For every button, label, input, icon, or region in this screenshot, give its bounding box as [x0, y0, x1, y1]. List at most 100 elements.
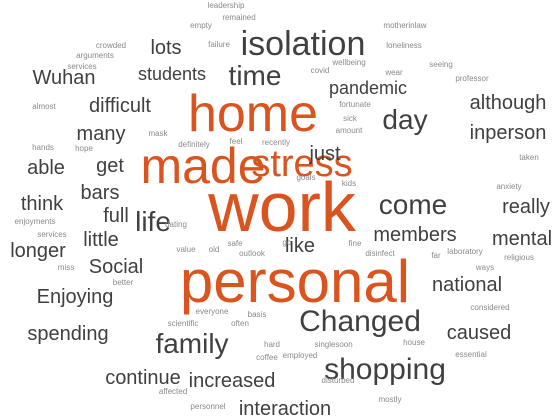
cloud-word-kids: kids: [341, 179, 357, 188]
cloud-word-mask: mask: [148, 129, 168, 138]
cloud-word-coffee: coffee: [256, 353, 278, 362]
cloud-word-considered: considered: [470, 303, 510, 312]
cloud-word-hands: hands: [32, 143, 54, 152]
cloud-word-often: often: [231, 319, 249, 328]
cloud-word-ways: ways: [475, 263, 495, 272]
cloud-word-essential: essential: [455, 350, 487, 359]
cloud-word-home: home: [187, 85, 319, 143]
cloud-word-isolation: isolation: [240, 25, 366, 63]
cloud-word-crowded: crowded: [95, 41, 127, 50]
cloud-word-failure: failure: [208, 40, 230, 49]
cloud-word-bars: bars: [80, 182, 120, 204]
cloud-word-religious: religious: [504, 253, 534, 262]
cloud-word-outlook: outlook: [239, 249, 265, 258]
cloud-word-loneliness: loneliness: [386, 41, 422, 50]
cloud-word-made: made: [140, 138, 266, 194]
cloud-word-scientific: scientific: [167, 319, 199, 328]
cloud-word-miss: miss: [57, 263, 75, 272]
cloud-word-day: day: [382, 104, 428, 135]
cloud-word-disinfect: disinfect: [365, 249, 395, 258]
cloud-word-national: national: [431, 274, 503, 296]
cloud-word-feel: feel: [229, 137, 243, 146]
cloud-word-although: although: [469, 92, 547, 114]
cloud-word-enjoyments: enjoyments: [14, 217, 56, 226]
cloud-word-seeing: seeing: [429, 60, 453, 69]
cloud-word-caused: caused: [446, 322, 512, 344]
cloud-word-soon: soon: [335, 340, 353, 349]
cloud-word-leadership: leadership: [207, 1, 245, 10]
cloud-word-anxiety: anxiety: [496, 182, 522, 191]
cloud-word-better: better: [112, 278, 134, 287]
cloud-word-hard: hard: [263, 340, 281, 349]
cloud-word-sick: sick: [343, 114, 357, 123]
cloud-word-far: far: [431, 251, 441, 260]
cloud-word-almost: almost: [32, 102, 56, 111]
cloud-word-family: family: [155, 328, 229, 359]
cloud-word-professor: professor: [455, 74, 489, 83]
cloud-word-definitely: definitely: [178, 140, 210, 149]
cloud-word-longer: longer: [10, 240, 66, 262]
cloud-word-dating: dating: [165, 220, 187, 229]
cloud-word-goals: goals: [296, 173, 316, 182]
cloud-word-stress: stress: [251, 143, 353, 185]
cloud-word-students: students: [137, 64, 207, 84]
cloud-word-basis: basis: [247, 310, 267, 319]
cloud-word-able: able: [27, 157, 65, 179]
cloud-word-house: house: [403, 338, 425, 347]
cloud-word-work: work: [208, 168, 356, 246]
cloud-word-members: members: [373, 224, 457, 246]
cloud-word-single: single: [314, 340, 336, 349]
cloud-word-wear: wear: [385, 68, 403, 77]
cloud-word-covid: covid: [310, 66, 330, 75]
cloud-word-disturbed: disturbed: [321, 376, 355, 385]
cloud-word-interaction: interaction: [238, 398, 332, 420]
cloud-word-social: Social: [88, 256, 144, 278]
cloud-word-wellbeing: wellbeing: [332, 58, 366, 67]
cloud-word-time: time: [228, 60, 282, 91]
cloud-word-full: full: [103, 205, 129, 227]
cloud-word-motherinlaw: motherinlaw: [383, 21, 427, 30]
cloud-word-go: go: [282, 238, 292, 247]
cloud-word-continue: continue: [105, 367, 181, 389]
cloud-word-amount: amount: [335, 126, 363, 135]
cloud-word-pandemic: pandemic: [328, 78, 408, 98]
cloud-word-get: get: [96, 155, 124, 177]
cloud-word-think: think: [20, 193, 64, 215]
cloud-word-enjoying: Enjoying: [36, 286, 114, 308]
cloud-word-remained: remained: [222, 13, 256, 22]
cloud-word-life: life: [135, 206, 171, 237]
cloud-word-services: services: [67, 62, 97, 71]
cloud-word-personnel: personnel: [190, 402, 226, 411]
cloud-word-affected: affected: [158, 387, 188, 396]
cloud-word-mental: mental: [491, 228, 553, 250]
cloud-word-arguments: arguments: [76, 51, 114, 60]
cloud-word-many: many: [76, 123, 126, 145]
cloud-word-inperson: inperson: [469, 122, 547, 144]
cloud-word-everyone: everyone: [195, 307, 229, 316]
cloud-word-little: little: [83, 229, 119, 251]
cloud-word-lots: lots: [150, 37, 182, 59]
cloud-word-really: really: [502, 196, 550, 218]
cloud-word-services: services: [37, 230, 67, 239]
cloud-word-old: old: [208, 245, 220, 254]
cloud-word-like: like: [284, 235, 316, 257]
cloud-word-value: value: [176, 245, 196, 254]
cloud-word-personal: personal: [179, 248, 411, 315]
cloud-word-taken: taken: [519, 153, 539, 162]
cloud-word-spending: spending: [27, 323, 109, 345]
cloud-word-laboratory: laboratory: [447, 247, 483, 256]
cloud-word-difficult: difficult: [89, 95, 151, 117]
cloud-word-safe: safe: [227, 239, 243, 248]
cloud-word-fortunate: fortunate: [339, 100, 371, 109]
cloud-word-shopping: shopping: [324, 353, 446, 386]
cloud-word-just: just: [309, 143, 341, 165]
cloud-word-recently: recently: [261, 138, 291, 147]
cloud-word-hope: hope: [75, 144, 93, 153]
cloud-word-come: come: [378, 189, 448, 220]
cloud-word-employed: employed: [282, 351, 318, 360]
cloud-word-empty: empty: [190, 21, 212, 30]
cloud-word-wuhan: Wuhan: [32, 67, 96, 89]
cloud-word-fine: fine: [348, 239, 362, 248]
cloud-word-changed: Changed: [299, 305, 421, 338]
